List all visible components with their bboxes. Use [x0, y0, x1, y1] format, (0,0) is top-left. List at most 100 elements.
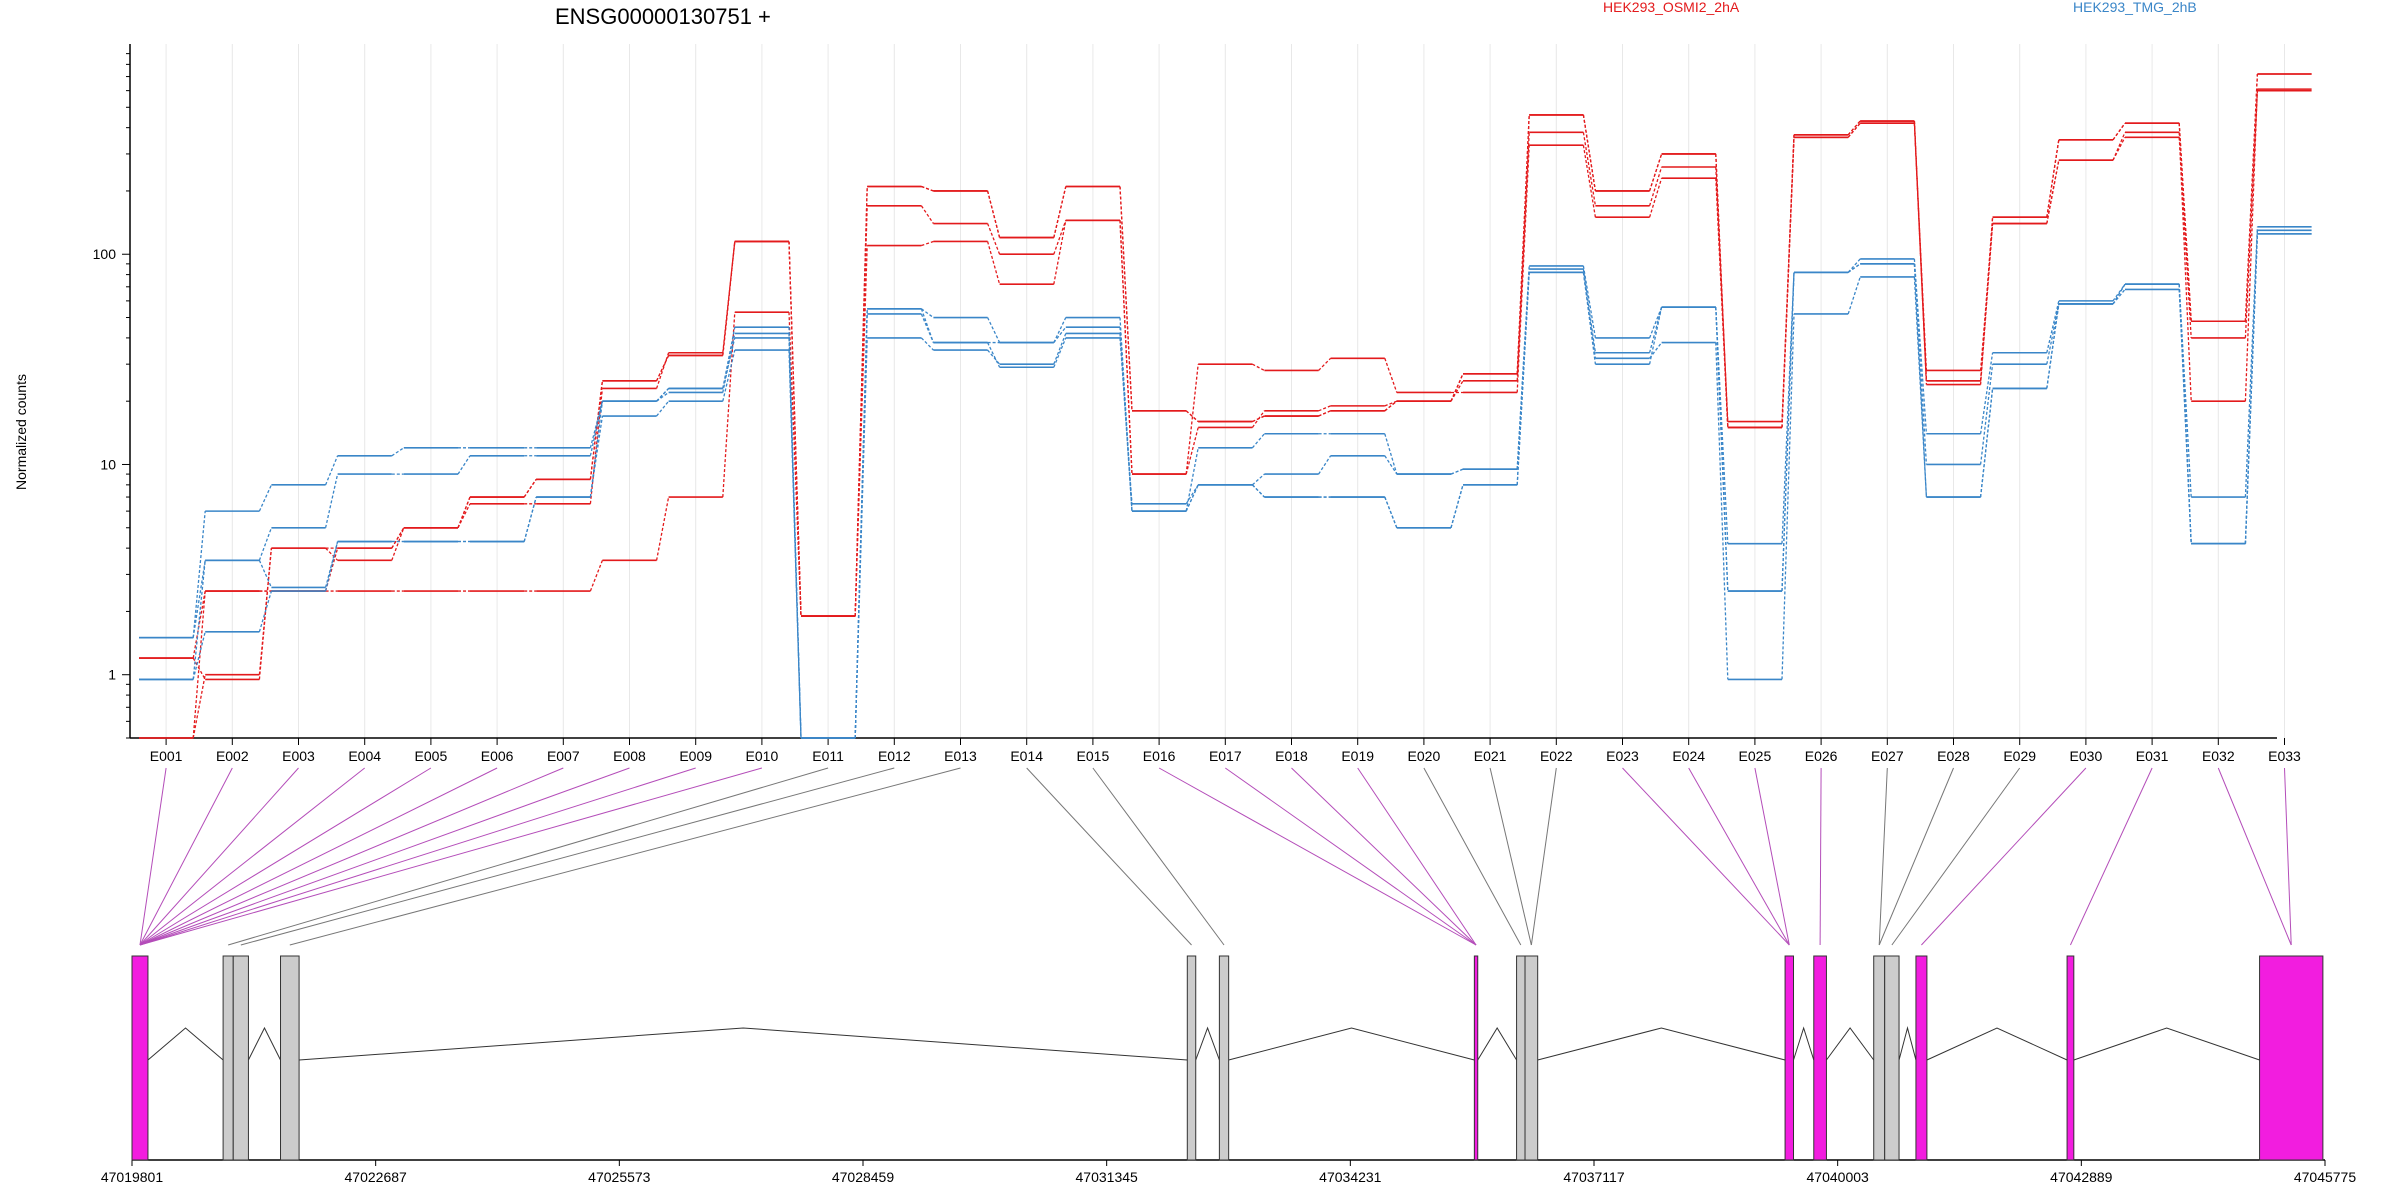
series-connector — [722, 349, 736, 402]
exon-connector-e019 — [1357, 767, 1477, 946]
intron-line — [1477, 1027, 1518, 1061]
genomic-tick-label: 47034231 — [1319, 1169, 1382, 1185]
series-connector — [987, 317, 1001, 343]
genomic-tick-label: 47045775 — [2294, 1169, 2357, 1185]
exon-connector-e016 — [1158, 767, 1477, 946]
intron-line — [247, 1026, 281, 1061]
x-tick-label-e001: E001 — [150, 748, 183, 764]
series-connector — [2112, 283, 2126, 305]
series-connector — [1913, 123, 1928, 371]
series-connector — [1847, 120, 1861, 136]
series-connector — [1847, 276, 1861, 315]
exon-connector-e012 — [240, 767, 895, 946]
exon-connector-e007 — [139, 767, 564, 946]
series-layer — [139, 73, 2312, 739]
y-tick-label: 100 — [93, 246, 117, 262]
series-connector — [2244, 90, 2259, 338]
x-tick-label-e028: E028 — [1937, 748, 1970, 764]
series-connector — [1450, 373, 1464, 402]
series-connector — [192, 511, 206, 638]
gene-model: 47019801 47022687 47025573 47028459 47031345… — [101, 955, 2357, 1185]
exon-5 — [1186, 955, 1197, 1161]
series-connector — [1648, 307, 1663, 353]
series-connector — [391, 527, 405, 561]
series-connector — [192, 590, 206, 659]
exon-12 — [1873, 955, 1886, 1161]
series-connector — [1185, 410, 1199, 423]
series-connector — [854, 308, 868, 739]
series-connector — [1913, 276, 1928, 498]
series-connector — [1781, 137, 1795, 428]
x-tick-label-e008: E008 — [613, 748, 646, 764]
series-connector — [920, 205, 934, 224]
intron-line — [299, 1027, 1188, 1061]
series-connector — [788, 337, 802, 739]
series-connector — [722, 312, 736, 498]
series-connector — [457, 503, 471, 529]
exon-connector-e024 — [1688, 767, 1790, 946]
series-connector — [2112, 122, 2126, 141]
genomic-tick-label: 47037117 — [1563, 1169, 1624, 1185]
exon-connector-e030 — [1921, 767, 2087, 946]
series-connector — [921, 185, 934, 192]
series-connector — [1781, 272, 1795, 592]
series-connector — [986, 241, 1001, 285]
series-connector — [2112, 132, 2126, 161]
series-connector — [1648, 166, 1663, 206]
intron-line — [1793, 1026, 1815, 1061]
series-connector — [1648, 177, 1663, 218]
series-connector — [1979, 388, 1994, 498]
x-tick-label-e024: E024 — [1672, 748, 1705, 764]
exon-connector-e033 — [2284, 767, 2292, 946]
series-connector — [1252, 363, 1265, 372]
genomic-tick-label: 47025573 — [588, 1169, 651, 1185]
exon-connector-e025 — [1754, 767, 1790, 946]
series-connector — [1582, 265, 1597, 339]
series-connector — [788, 241, 802, 617]
exon-connector-e006 — [139, 767, 498, 946]
genomic-tick-label: 47042889 — [2050, 1169, 2113, 1185]
series-connector — [986, 190, 1001, 238]
exon-connector-e005 — [139, 767, 432, 946]
series-connector — [2112, 289, 2126, 305]
x-tick-label-e026: E026 — [1805, 748, 1838, 764]
x-tick-label-e002: E002 — [216, 748, 249, 764]
x-tick-label-e005: E005 — [415, 748, 448, 764]
intron-line — [2073, 1027, 2260, 1061]
exon-connector-e017 — [1225, 767, 1477, 946]
axis-layer: 1 10 100 E001 E002 E003 E004 E005 E006 E007 E008 E0… — [93, 44, 2301, 764]
series-connector — [1847, 122, 1861, 138]
series-connector — [2178, 123, 2192, 322]
x-tick-label-e020: E020 — [1408, 748, 1441, 764]
series-connector — [192, 674, 206, 739]
exon-connector-e018 — [1291, 767, 1477, 946]
series-connector — [192, 560, 206, 638]
series-connector — [1185, 447, 1199, 512]
exon-10 — [1784, 955, 1795, 1161]
exon-connector-e022 — [1530, 767, 1557, 946]
series-connector — [722, 337, 736, 389]
series-connector — [1185, 484, 1199, 512]
exon-connector-e029 — [1891, 767, 2021, 946]
series-connector — [1318, 410, 1331, 417]
series-connector — [1185, 484, 1199, 505]
exon-connector-e001 — [139, 767, 167, 946]
intron-line — [1926, 1027, 2068, 1061]
exon-7 — [1473, 955, 1479, 1161]
genomic-tick-label: 47019801 — [101, 1169, 164, 1185]
series-connector — [1053, 337, 1067, 368]
series-connector — [854, 245, 868, 617]
series-connector — [2244, 233, 2259, 544]
series-connector — [1384, 496, 1398, 528]
series-connector — [192, 590, 206, 739]
series-connector — [1384, 455, 1398, 475]
y-axis-label: Normalized counts — [13, 374, 29, 490]
series-connector — [2046, 303, 2060, 389]
series-connector — [1251, 484, 1265, 498]
series-connector — [1781, 313, 1795, 680]
exon-2 — [222, 955, 234, 1161]
series-connector — [1582, 268, 1597, 353]
x-tick-label-e022: E022 — [1540, 748, 1573, 764]
